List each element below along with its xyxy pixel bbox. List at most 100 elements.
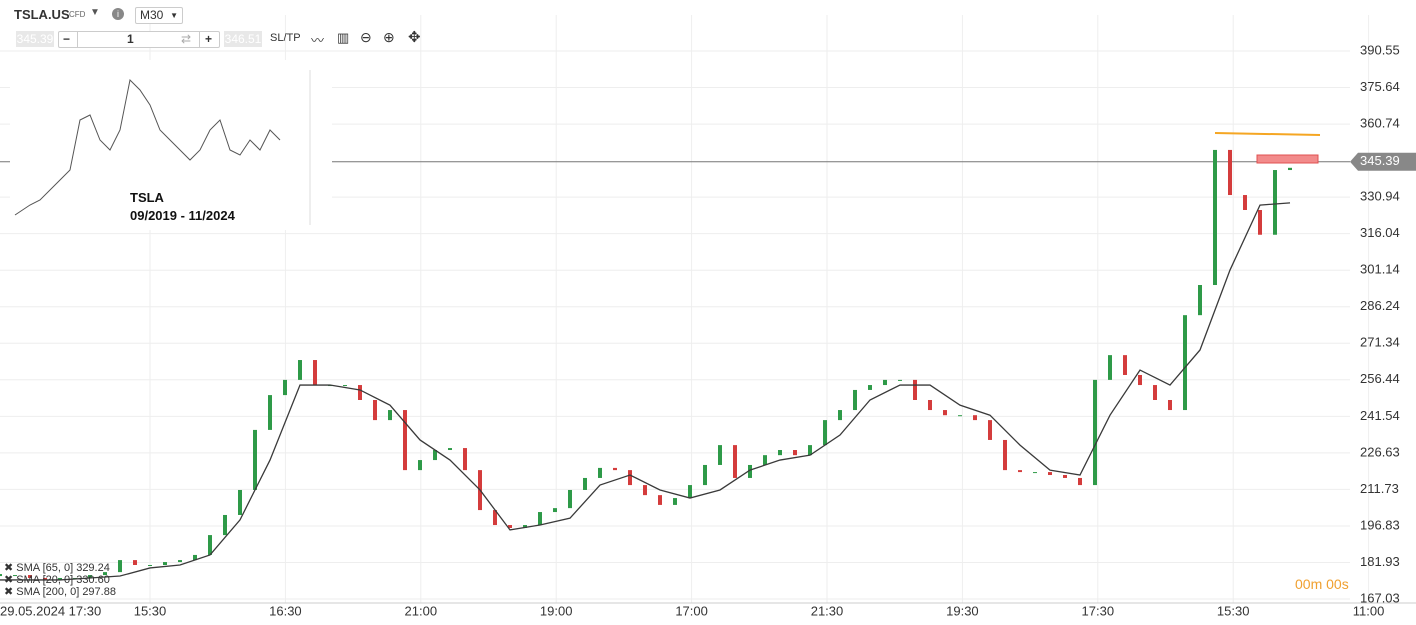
- zoom-in[interactable]: ⊕: [383, 29, 395, 45]
- remove-icon[interactable]: ✖: [4, 586, 17, 598]
- x-tick-label: 11:00: [1353, 603, 1385, 618]
- candle: [178, 560, 182, 563]
- candle: [613, 467, 617, 471]
- candle-tool[interactable]: ▥: [337, 30, 350, 45]
- x-tick-label: 19:00: [540, 603, 573, 618]
- candle: [598, 467, 602, 478]
- candle: [1243, 195, 1247, 210]
- candle: [673, 498, 677, 505]
- buy-price[interactable]: 346.51: [224, 31, 262, 47]
- y-tick-label: 375.64: [1360, 79, 1400, 94]
- order-line: [1214, 132, 1321, 136]
- minus-button[interactable]: −: [63, 32, 71, 46]
- candle: [58, 577, 62, 580]
- candle: [868, 385, 872, 390]
- y-tick-label: 256.44: [1360, 371, 1400, 386]
- candle: [913, 379, 917, 400]
- plus-button[interactable]: +: [205, 32, 213, 46]
- y-tick-label: 226.63: [1360, 444, 1400, 459]
- candle: [793, 450, 797, 456]
- interval: M30: [140, 8, 164, 22]
- indicator-legend: ✖ SMA [65, 0] 329.24 ✖ SMA [20, 0] 330.60…: [4, 562, 116, 598]
- candle: [508, 525, 512, 528]
- candle: [988, 420, 992, 440]
- candle: [418, 460, 422, 471]
- candle: [628, 470, 632, 486]
- info-icon[interactable]: i: [112, 8, 124, 20]
- candle: [88, 575, 92, 578]
- symbol-dropdown[interactable]: ▼: [90, 7, 100, 18]
- candle: [553, 508, 557, 513]
- y-tick-label: 390.55: [1360, 42, 1400, 57]
- x-tick-label: 16:30: [269, 603, 302, 618]
- y-tick-label: 301.14: [1360, 262, 1400, 277]
- candle: [1018, 470, 1022, 473]
- y-tick-label: 271.34: [1360, 335, 1400, 350]
- indicator-entry[interactable]: ✖ SMA [65, 0] 329.24: [4, 562, 116, 574]
- candle: [0, 574, 2, 577]
- interval-select[interactable]: M30 ▼: [135, 7, 183, 24]
- candle: [388, 410, 392, 421]
- candle: [43, 577, 47, 580]
- candle: [853, 389, 857, 411]
- candle: [313, 360, 317, 386]
- inset-line: [14, 78, 281, 216]
- candle: [493, 510, 497, 526]
- candle: [1138, 374, 1142, 386]
- candle: [1183, 315, 1187, 411]
- indicator-entry[interactable]: ✖ SMA [20, 0] 330.60: [4, 574, 116, 586]
- candle: [298, 360, 302, 380]
- y-tick-label: 211.73: [1360, 481, 1399, 496]
- zoom-out[interactable]: ⊖: [360, 29, 372, 45]
- inset-image: TSLA 09/2019 - 11/2024: [10, 60, 332, 230]
- indicator-label: SMA [20, 0] 330.60: [16, 574, 110, 586]
- candle: [1003, 439, 1007, 471]
- remove-icon[interactable]: ✖: [4, 562, 17, 574]
- candle: [1078, 477, 1082, 486]
- sell-price[interactable]: 345.39: [16, 31, 54, 47]
- candle: [643, 485, 647, 496]
- swap-icon[interactable]: ⇄: [181, 32, 192, 46]
- candle: [823, 420, 827, 446]
- candle: [1273, 170, 1277, 235]
- remove-icon[interactable]: ✖: [4, 574, 17, 586]
- divider: [199, 32, 200, 47]
- y-tick-label: 286.24: [1360, 298, 1400, 313]
- x-tick-label: 19:30: [946, 603, 979, 618]
- candle: [148, 564, 152, 566]
- symbol-kind: CFD: [69, 10, 86, 19]
- candle: [1093, 379, 1097, 486]
- divider: [77, 32, 78, 47]
- candle: [898, 379, 902, 381]
- candle: [403, 410, 407, 471]
- price-tag: [1350, 152, 1416, 171]
- x-tick-label: 15:30: [1217, 603, 1250, 618]
- candle: [688, 485, 692, 499]
- indicator-entry[interactable]: ✖ SMA [200, 0] 297.88: [4, 586, 116, 598]
- candle: [238, 489, 242, 515]
- inset-period: 09/2019 - 11/2024: [130, 208, 235, 223]
- candle: [1288, 167, 1292, 171]
- candle: [838, 410, 842, 421]
- candle: [163, 562, 167, 565]
- candle: [943, 410, 947, 416]
- candle: [703, 464, 707, 486]
- y-tick-label: 360.74: [1360, 116, 1400, 131]
- candle: [1228, 149, 1232, 196]
- sltp-button[interactable]: SL/TP: [270, 32, 301, 44]
- candle: [523, 525, 527, 528]
- volume[interactable]: 1: [127, 32, 134, 46]
- candle: [1168, 399, 1172, 411]
- candle: [118, 560, 122, 573]
- candle: [1048, 472, 1052, 476]
- line-tool[interactable]: 〰: [311, 33, 325, 48]
- candle: [538, 512, 542, 526]
- candle: [583, 477, 587, 490]
- x-tick-label: 17:30: [1082, 603, 1115, 618]
- symbol[interactable]: TSLA.US: [14, 7, 70, 22]
- move-tool[interactable]: ✥: [408, 29, 421, 46]
- x-tick-label: 29.05.2024 17:30: [0, 603, 101, 618]
- inset-title: TSLA: [130, 190, 164, 205]
